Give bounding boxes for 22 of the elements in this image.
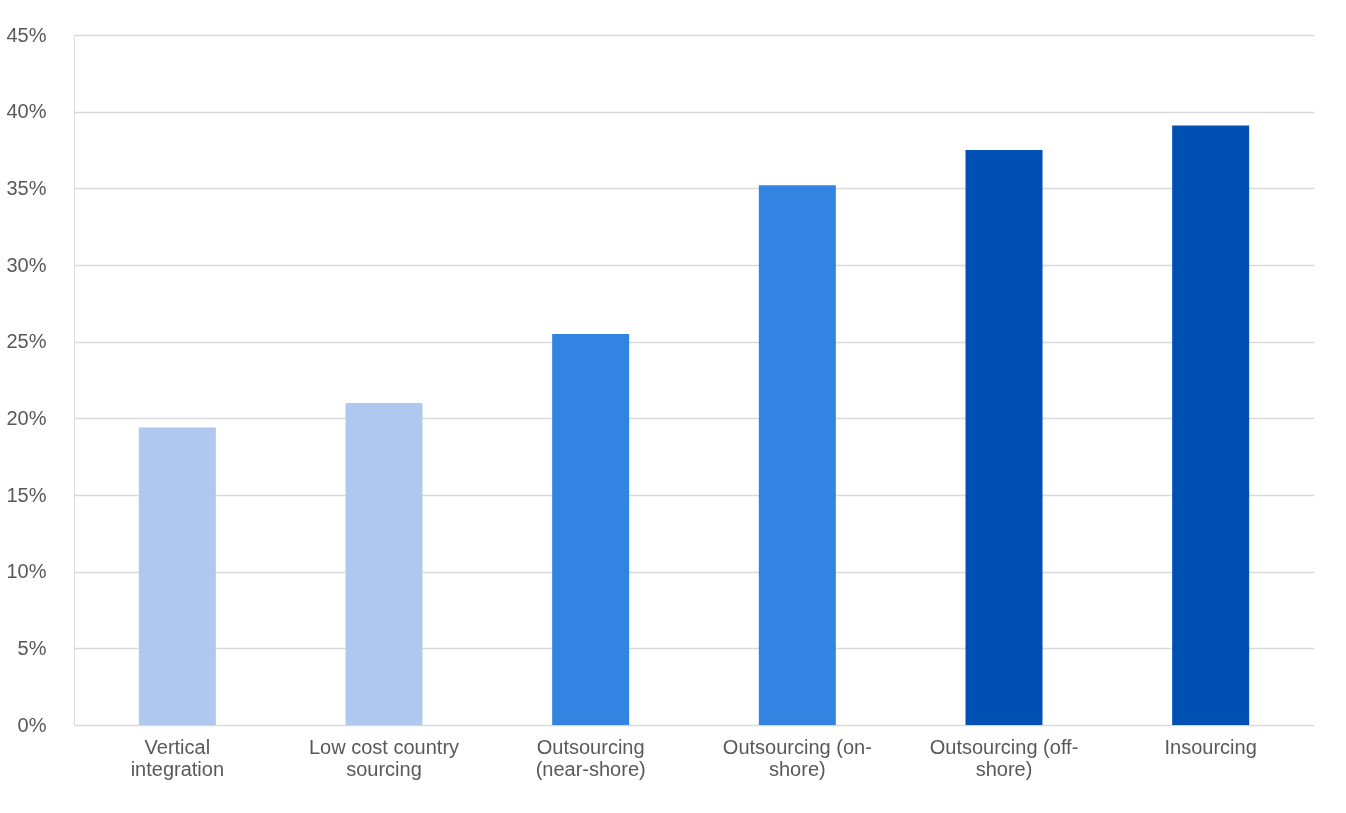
y-tick-label: 35% [6,176,47,199]
x-tick-label: Outsourcing (off-shore) [929,735,1079,780]
y-tick-label: 30% [6,253,47,276]
bar [552,334,630,725]
y-tick-label: 15% [6,483,47,506]
bar [1172,125,1250,725]
y-tick-label: 25% [6,330,47,353]
y-tick-label: 40% [6,100,47,123]
y-tick-label: 5% [17,636,47,659]
x-tick-label: Outsourcing (on-shore) [722,735,872,780]
bar [965,150,1043,725]
y-tick-label: 20% [6,406,47,429]
x-tick-label: Outsourcing (near-shore) [535,735,646,780]
y-tick-label: 45% [6,23,47,46]
x-tick-label: Vertical integration [130,735,225,780]
x-tick-label: Low cost country sourcing [308,735,460,780]
y-tick-label: 0% [17,713,47,736]
x-tick-label: Insourcing [1164,735,1257,758]
y-tick-label: 10% [6,560,47,583]
bar [758,185,836,725]
bar [138,427,216,725]
bar [345,403,423,725]
